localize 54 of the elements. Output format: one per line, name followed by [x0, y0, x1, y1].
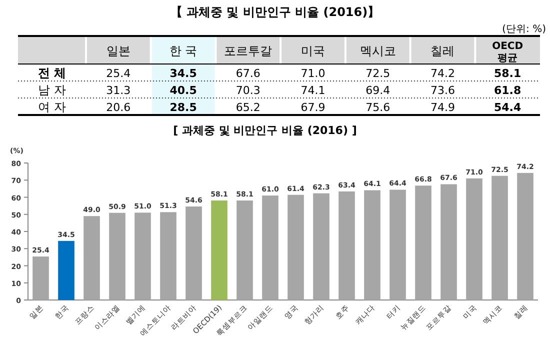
bar	[160, 212, 176, 300]
x-tick-label: 미국	[301, 44, 325, 58]
bar	[134, 212, 151, 300]
data-label: 69.4	[366, 84, 390, 97]
data-label: 31.3	[106, 84, 131, 97]
bar	[313, 193, 330, 300]
bar	[84, 216, 100, 300]
bar	[211, 200, 228, 300]
bar	[58, 240, 74, 300]
data-label: 74.9	[430, 101, 455, 114]
x-tick-label: 멕시코	[360, 44, 396, 58]
bar	[440, 184, 457, 300]
bar	[338, 191, 355, 300]
x-tick-label: 일본	[106, 44, 130, 58]
bar	[415, 186, 432, 300]
y-tick-label: 여 자	[38, 100, 66, 114]
bar	[466, 178, 482, 300]
data-label: 61.8	[494, 84, 522, 97]
data-label: 65.2	[236, 101, 260, 114]
chart-title: [ 과체중 및 비만인구 비율 (2016) ]	[173, 124, 357, 137]
bar	[32, 256, 49, 300]
chart-title: 【 과체중 및 비만인구 비율 (2016)】	[170, 5, 380, 19]
x-tick-label: 한 국	[169, 44, 198, 58]
data-label: 75.6	[366, 101, 390, 114]
data-label: 67.6	[236, 67, 260, 80]
data-label: 74.1	[300, 84, 326, 97]
bar	[364, 190, 380, 300]
data-label: 58.1	[494, 67, 522, 80]
data-label: 74.2	[430, 67, 455, 80]
data-label: 70.3	[236, 84, 260, 97]
data-label: 34.5	[170, 67, 197, 80]
text: (단위: %)	[502, 24, 546, 35]
bar	[186, 206, 202, 300]
x-tick-label: 칠레	[430, 44, 455, 58]
data-label: 73.6	[430, 84, 455, 97]
bar	[492, 176, 508, 300]
y-tick-label: 전 체	[38, 66, 66, 80]
data-label: 72.5	[366, 67, 390, 80]
data-label: 40.5	[170, 84, 197, 97]
data-label: 71.0	[300, 67, 326, 80]
data-label: 25.4	[106, 67, 131, 80]
y-tick-label: 남 자	[38, 83, 66, 97]
x-tick-label: 포르투갈	[224, 44, 272, 58]
data-label: 28.5	[170, 101, 197, 114]
data-label: 67.9	[300, 101, 326, 114]
x-tick-label: OECD 평균	[492, 41, 524, 64]
bar	[288, 194, 304, 300]
bar	[390, 190, 406, 300]
bar	[262, 196, 278, 300]
bar	[109, 212, 126, 300]
bar	[517, 172, 534, 300]
data-label: 20.6	[106, 101, 131, 114]
bar	[236, 200, 253, 300]
data-label: 54.4	[494, 101, 522, 114]
